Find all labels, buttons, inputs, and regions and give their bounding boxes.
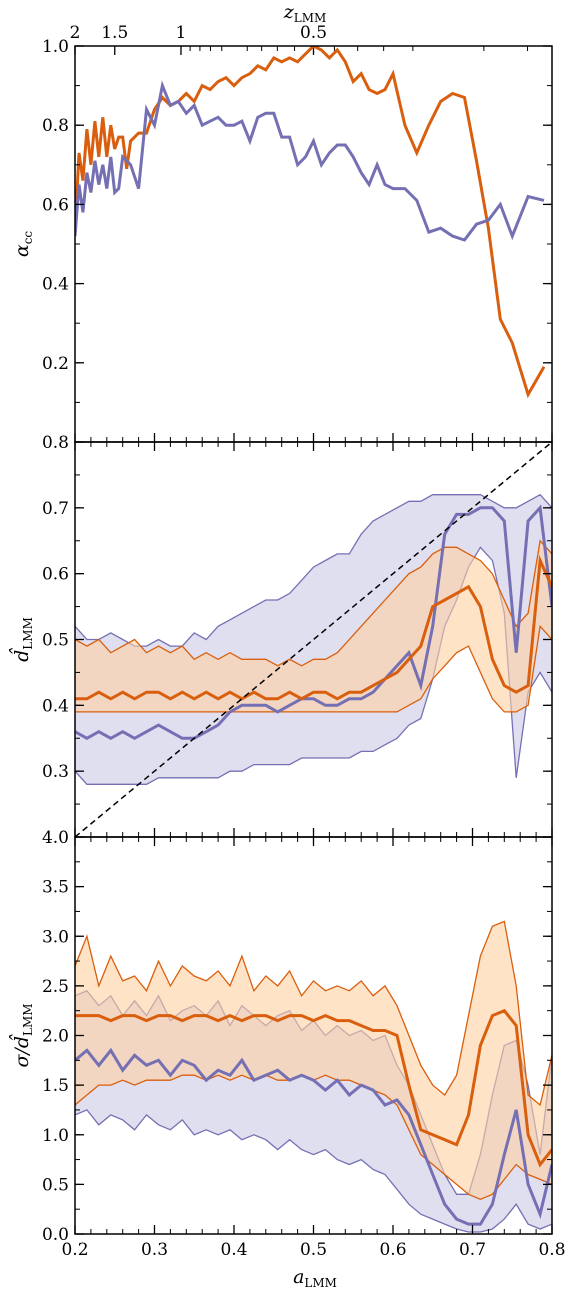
y-tick-label: 2.0	[42, 1027, 69, 1047]
plot-area	[75, 46, 546, 399]
x-axis-label-sub: LMM	[304, 1276, 337, 1289]
orange-series-line	[75, 46, 546, 399]
y-tick-label: 0.0	[42, 1225, 69, 1245]
y-tick-label: 0.5	[42, 631, 69, 651]
diagonal-reference-line	[75, 442, 552, 837]
y-axis-label-main: σ/d̂	[8, 1034, 33, 1068]
top-axis-label-sub: LMM	[294, 11, 327, 25]
top-axis-tick-label: 1.5	[101, 23, 128, 43]
x-tick-label: 0.6	[379, 1240, 406, 1260]
y-tick-label: 0.5	[42, 1175, 69, 1195]
orange-median-line	[75, 1008, 552, 1168]
y-axis-label: σ/d̂LMM	[8, 1003, 35, 1067]
y-tick-label: 4.0	[42, 828, 69, 848]
y-tick-label: 1.5	[42, 1076, 69, 1096]
y-tick-label: 0.8	[42, 116, 69, 136]
y-axis-label-main: α	[11, 244, 33, 257]
y-tick-label: 3.5	[42, 878, 69, 898]
x-tick-label: 0.3	[141, 1240, 168, 1260]
top-axis-tick-label: 1	[176, 23, 187, 43]
purple-median-line	[75, 1047, 552, 1226]
y-tick-label: 0.6	[42, 565, 69, 585]
y-tick-label: 0.6	[42, 195, 69, 215]
orange-band	[75, 540, 552, 712]
top-axis-tick-label: 2	[70, 23, 81, 43]
y-tick-label: 0.4	[42, 696, 69, 716]
y-axis-label-main: d̂	[8, 648, 33, 662]
y-tick-label: 0.4	[42, 275, 69, 295]
purple-series-line	[75, 80, 545, 242]
x-tick-label: 0.5	[300, 1240, 327, 1260]
top-axis-label-main: z	[283, 1, 295, 23]
orange-median-line	[75, 554, 552, 701]
orange-upper-line	[75, 920, 552, 1107]
y-tick-label: 0.7	[42, 499, 69, 519]
x-tick-label: 0.4	[220, 1240, 247, 1260]
y-tick-label: 0.2	[42, 354, 69, 374]
panel-d-hat: 0.3 0.4 0.5 0.6 0.7 0.8 d̂LMM	[8, 433, 553, 838]
orange-band	[75, 921, 552, 1200]
y-axis-label-sub: LMM	[21, 1003, 35, 1036]
top-axis-tick-label: 0.5	[300, 23, 327, 43]
y-tick-label: 1.0	[42, 37, 69, 57]
y-tick-label: 0.3	[42, 762, 69, 782]
y-tick-label: 3.0	[42, 927, 69, 947]
plot-area	[75, 920, 552, 1233]
x-tick-label: 0.2	[61, 1240, 88, 1260]
orange-lower-line	[75, 624, 552, 713]
plot-area	[75, 442, 552, 837]
y-tick-label: 2.5	[42, 977, 69, 997]
x-axis-label: aLMM	[293, 1266, 337, 1289]
top-axis: zLMM 2 1.5 1 0.5	[70, 1, 529, 55]
panel-frame	[74, 45, 553, 443]
purple-median-line	[75, 504, 552, 741]
orange-upper-line	[75, 539, 552, 667]
panel-alpha: 0.2 0.4 0.6 0.8 1.0 αcc	[11, 37, 553, 443]
purple-upper-line	[75, 493, 552, 647]
panel-sigma-ratio: 0.0 0.5 1.0 1.5 2.0 2.5 3.0 3.5 4.0 0.2 0.3 0.4 0.5 0…	[8, 828, 566, 1260]
y-axis-label-sub: cc	[21, 231, 35, 245]
x-tick-label: 0.8	[538, 1240, 565, 1260]
x-tick-label: 0.7	[459, 1240, 486, 1260]
y-tick-label: 1.0	[42, 1126, 69, 1146]
y-axis-label-sub: LMM	[21, 617, 35, 650]
y-axis-label: αcc	[11, 231, 35, 258]
top-axis-label: zLMM	[283, 1, 327, 25]
x-axis-label-main: a	[293, 1266, 304, 1288]
y-tick-label: 0.8	[42, 433, 69, 453]
y-axis-label: d̂LMM	[8, 617, 35, 662]
